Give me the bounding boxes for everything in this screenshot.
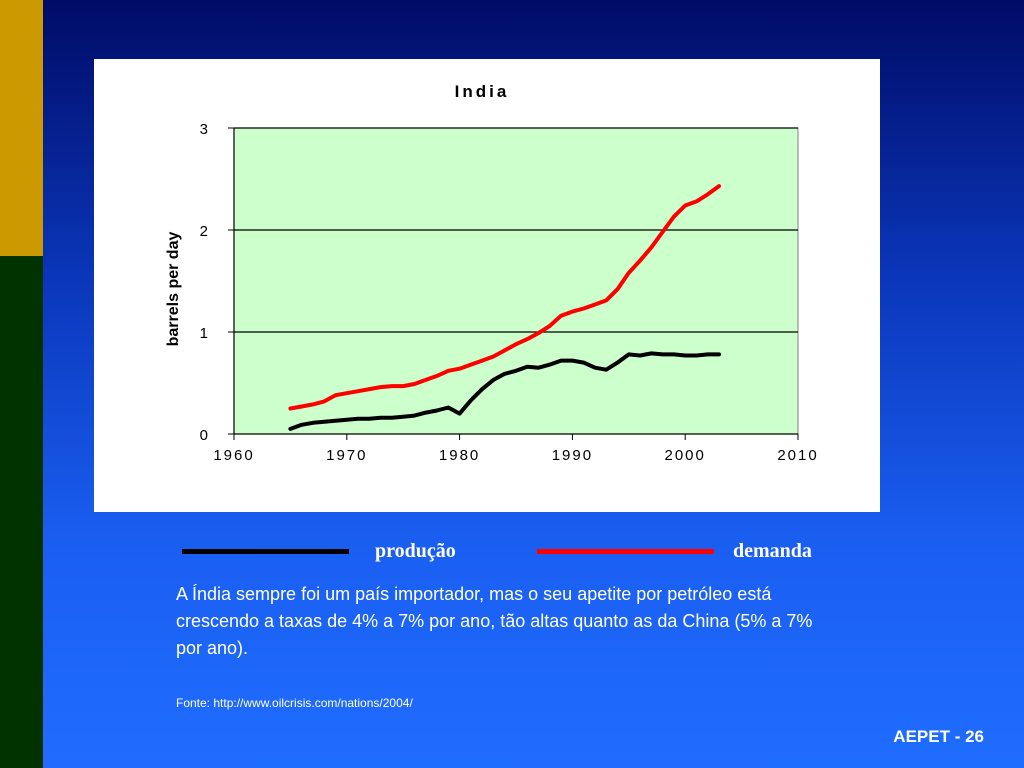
legend-production-swatch	[182, 549, 349, 554]
y-tick-label: 1	[200, 325, 208, 342]
legend-demand-swatch	[537, 549, 714, 554]
y-tick-label: 2	[200, 223, 208, 240]
caption-text: A Índia sempre foi um país importador, m…	[176, 584, 813, 658]
sidebar-gold-bar	[0, 0, 43, 256]
x-tick-label: 2000	[665, 447, 706, 464]
y-tick-label: 0	[200, 427, 208, 444]
demand-series-line	[288, 184, 721, 411]
production-series-line	[288, 351, 721, 431]
chart-panel: 0 1 2 3 1960 1970 1980 1990 2000 2010 India barr…	[94, 59, 880, 512]
x-tick-label: 1980	[439, 447, 480, 464]
plot-background	[233, 127, 799, 435]
x-tick-label: 1960	[213, 447, 254, 464]
legend-demand-label: demanda	[733, 540, 812, 562]
slide-number: AEPET - 26	[893, 727, 984, 746]
y-tick-label: 3	[200, 121, 208, 138]
source-citation: Fonte: http://www.oilcrisis.com/nations/…	[176, 696, 413, 710]
x-tick-label: 1970	[326, 447, 367, 464]
sidebar-green-bar	[0, 256, 43, 768]
legend-production-label: produção	[375, 540, 456, 562]
india-oil-chart: 0 1 2 3 1960 1970 1980 1990 2000 2010 India barr…	[165, 82, 818, 464]
x-tick-label: 1990	[552, 447, 593, 464]
chart-title: India	[455, 82, 510, 101]
y-axis-label: barrels per day	[165, 232, 182, 347]
x-tick-label: 2010	[777, 447, 818, 464]
